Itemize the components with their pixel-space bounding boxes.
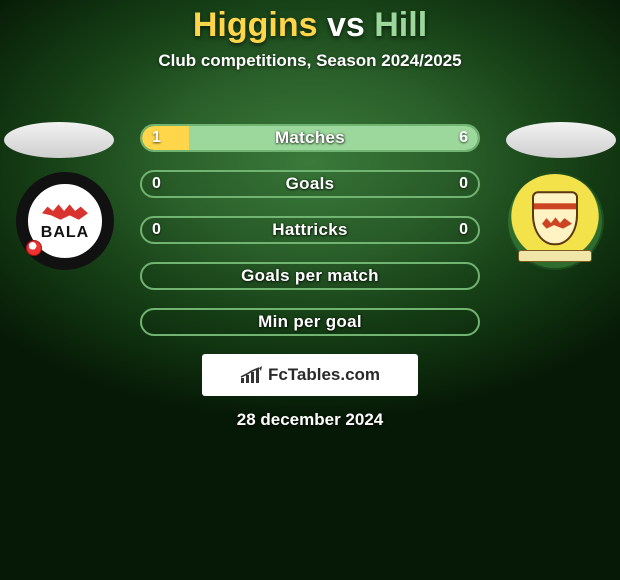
scroll-icon [518, 250, 592, 262]
stat-bar: 1 6 Matches [140, 124, 480, 152]
brand-text: FcTables.com [268, 365, 380, 385]
stat-bar: 0 0 Goals [140, 170, 480, 198]
stat-label: Goals [142, 172, 478, 196]
club-badge-left: BALA [16, 172, 114, 270]
stat-label: Goals per match [142, 264, 478, 288]
stat-label: Matches [142, 126, 478, 150]
shield-icon [532, 191, 578, 245]
player-b-photo-placeholder [506, 122, 616, 158]
club-badge-left-text: BALA [41, 224, 89, 242]
stat-bar: Min per goal [140, 308, 480, 336]
stat-bar: 0 0 Hattricks [140, 216, 480, 244]
stat-bar: Goals per match [140, 262, 480, 290]
comparison-card: Higgins vs Hill Club competitions, Seaso… [0, 0, 620, 580]
stat-label: Min per goal [142, 310, 478, 334]
player-a-photo-placeholder [4, 122, 114, 158]
stat-label: Hattricks [142, 218, 478, 242]
football-icon [26, 240, 42, 256]
player-b-name: Hill [374, 6, 427, 44]
shield-dragon-icon [542, 215, 572, 229]
subtitle: Club competitions, Season 2024/2025 [0, 51, 620, 71]
snapshot-date: 28 december 2024 [0, 410, 620, 430]
stat-bars: 1 6 Matches 0 0 Goals 0 0 Hattricks Goal… [140, 124, 480, 354]
page-title: Higgins vs Hill [0, 0, 620, 45]
shield-stripe [534, 203, 576, 209]
player-a-name: Higgins [193, 6, 318, 44]
vs-text: vs [327, 6, 365, 44]
brand-watermark: FcTables.com [202, 354, 418, 396]
bars-trend-icon [240, 366, 262, 384]
club-badge-right [506, 172, 604, 270]
dragon-icon [42, 200, 88, 222]
